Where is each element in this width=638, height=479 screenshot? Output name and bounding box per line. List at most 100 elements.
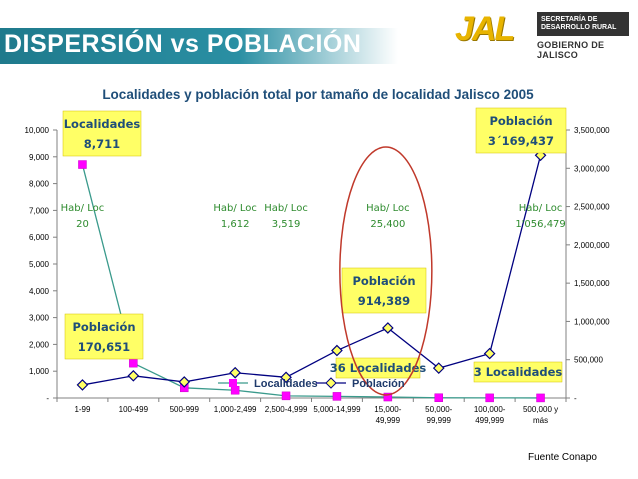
page-title: DISPERSIÓN vs POBLACIÓN — [4, 30, 362, 58]
y-right-tick-label: 500,000 — [574, 356, 603, 365]
x-tick-label-line: 5,000-14,999 — [313, 405, 361, 414]
x-tick-label: 100-499 — [119, 405, 149, 414]
hab-loc-line1: Hab/ Loc — [366, 203, 410, 214]
x-tick-label: 1-99 — [74, 405, 91, 414]
x-tick-label-line: 15,000- — [374, 405, 401, 414]
x-tick-label-line: más — [533, 416, 548, 425]
y-right-tick-label: 1,500,000 — [574, 279, 610, 288]
legend-marker-localidades — [229, 379, 237, 387]
chart: Localidades y población total por tamaño… — [25, 87, 611, 425]
callout-line1-localidades-mid: 36 Localidades — [330, 361, 427, 375]
x-tick-label: 50,000- 99,999 — [425, 405, 452, 425]
point-poblacion — [229, 366, 241, 379]
hab-loc-line2: 25,400 — [370, 219, 405, 230]
point-localidades — [485, 393, 494, 403]
source-note: Fuente Conapo — [528, 452, 597, 463]
hab-loc-label: Hab/ Loc 3,519 — [264, 203, 308, 230]
jal-logo-text: JAL — [455, 10, 515, 48]
axes: - 1,000 2,000 3,000 4,000 5,000 6,000 7,000 8,00… — [25, 126, 611, 425]
jalisco-logo: JAL SECRETARÍA DE DESARROLLO RURAL GOBIE… — [455, 6, 633, 60]
point-poblacion — [483, 347, 496, 360]
y-right-tick-label: 2,000,000 — [574, 241, 610, 250]
y-left-tick-label: 1,000 — [29, 367, 50, 376]
highlight-ellipse — [339, 146, 433, 396]
point-localidades — [383, 392, 393, 402]
x-tick-label: 500-999 — [170, 405, 200, 414]
secretaria-line2: DESARROLLO RURAL — [541, 24, 617, 31]
callout-line1-poblacion-mid: Población — [352, 274, 415, 288]
x-tick-label: 15,000- 49,999 — [374, 405, 401, 425]
hab-loc-line2: 1'056,479 — [515, 219, 565, 230]
x-tick-label-line: 1-99 — [74, 405, 91, 414]
y-left-tick-label: 7,000 — [29, 206, 50, 215]
y-right-tick-label: 2,500,000 — [574, 203, 610, 212]
point-poblacion — [76, 379, 89, 391]
callout-box-poblacion-last — [475, 107, 567, 154]
y-left-tick-label: 8,000 — [29, 180, 50, 189]
jal-logo-mark: JAL — [455, 10, 525, 50]
callout-line1-localidades-last: 3 Localidades — [474, 365, 563, 379]
legend-marker-poblacion — [325, 377, 337, 389]
series-line-población — [82, 155, 542, 386]
y-left-tick-label: 4,000 — [29, 287, 50, 296]
callout-box-localidades-first — [62, 110, 142, 157]
callout-line1-poblacion-first: Población — [72, 320, 135, 334]
hab-loc-line1: Hab/ Loc — [213, 203, 257, 214]
y-left-tick-label: 3,000 — [29, 314, 50, 323]
callout-line2-poblacion-first: 170,651 — [78, 340, 130, 354]
point-localidades — [78, 160, 87, 169]
y-left-tick-label: 10,000 — [25, 126, 50, 135]
point-localidades — [129, 358, 138, 368]
x-tick-label-line: 100,000- — [474, 405, 506, 414]
point-poblacion — [280, 371, 292, 384]
x-tick-label-line: 99,999 — [427, 416, 452, 425]
callout-line2-localidades-first: 8,711 — [84, 137, 120, 151]
gobierno-label: GOBIERNO DE JALISCO — [537, 40, 605, 60]
hab-loc-label: Hab/ Loc 1'056,479 — [515, 203, 565, 230]
point-localidades — [434, 393, 443, 402]
point-poblacion — [178, 376, 191, 388]
y-left-tick-label: 2,000 — [29, 340, 50, 349]
point-localidades — [230, 385, 240, 395]
legend: Localidades Población — [218, 377, 405, 390]
series-line-localidades — [81, 164, 541, 399]
hab-loc-line2: 3,519 — [272, 219, 301, 230]
hab-loc-line1: Hab/ Loc — [519, 203, 563, 214]
callout-box-poblacion-first — [64, 313, 144, 360]
x-tick-label-line: 500,000 y — [523, 405, 558, 414]
y-left-tick-label: 9,000 — [29, 153, 50, 162]
x-tick-label-line: 2,500-4,999 — [265, 405, 308, 414]
y-left-tick-label: - — [46, 394, 49, 403]
callout-box-poblacion-mid — [341, 267, 427, 314]
x-tick-label: 500,000 y más — [523, 405, 558, 425]
y-right-tick-label: 1,000,000 — [574, 317, 610, 326]
callout-line1-poblacion-last: Población — [489, 114, 552, 128]
y-right-tick-label: 3,000,000 — [574, 164, 610, 173]
callout-line1-localidades-first: Localidades — [64, 117, 141, 131]
point-poblacion — [331, 344, 343, 357]
hab-loc-label: Hab/ Loc 20 — [61, 203, 105, 230]
hab-loc-line2: 1,612 — [221, 219, 250, 230]
x-tick-label-line: 49,999 — [376, 416, 401, 425]
title-bar — [0, 28, 398, 64]
callout-box-localidades-mid — [335, 357, 421, 379]
x-tick-label: 5,000-14,999 — [313, 405, 361, 414]
callout-line2-poblacion-last: 3´169,437 — [488, 134, 554, 148]
hab-loc-line1: Hab/ Loc — [264, 203, 308, 214]
point-poblacion — [127, 369, 140, 382]
chart-title: Localidades y población total por tamaño… — [102, 87, 534, 102]
point-poblacion — [382, 322, 394, 334]
hab-loc-label: Hab/ Loc 1,612 — [213, 203, 257, 230]
x-tick-label-line: 50,000- — [425, 405, 452, 414]
y-right-tick-label: - — [574, 394, 577, 403]
point-localidades — [536, 393, 545, 403]
x-tick-label-line: 499,999 — [475, 416, 504, 425]
x-tick-label-line: 500-999 — [170, 405, 200, 414]
point-poblacion — [432, 362, 445, 374]
legend-label-poblacion: Población — [352, 378, 405, 390]
point-localidades — [332, 392, 342, 401]
secretaria-badge: SECRETARÍA DE DESARROLLO RURAL — [537, 12, 629, 36]
callout-box-localidades-last — [473, 361, 563, 383]
secretaria-line1: SECRETARÍA DE — [541, 16, 598, 23]
